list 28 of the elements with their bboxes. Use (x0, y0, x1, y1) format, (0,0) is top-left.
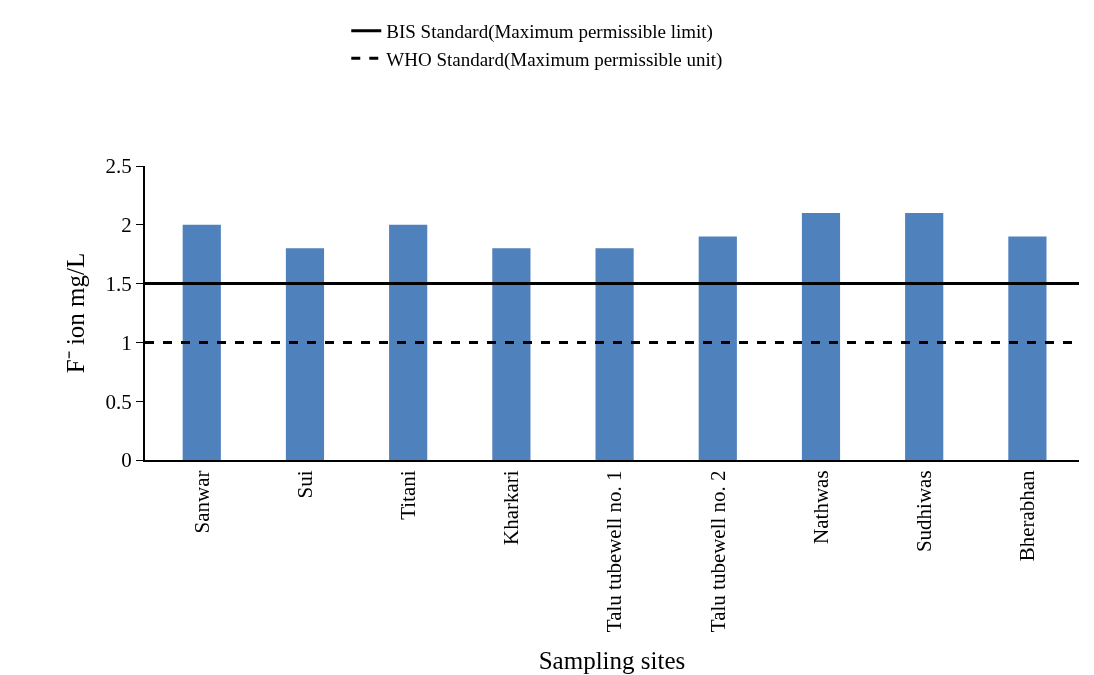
x-tick-label: Sanwar (189, 470, 214, 534)
bar (1008, 236, 1047, 460)
x-tick-label: Kharkari (499, 470, 524, 546)
legend-label: WHO Standard(Maximum permissible unit) (386, 48, 723, 71)
bar (182, 224, 221, 460)
bar (698, 236, 737, 460)
bar (285, 248, 325, 460)
x-tick-label: Sui (292, 470, 317, 499)
bar (905, 213, 944, 460)
legend-label: BIS Standard(Maximum permissible limit) (386, 21, 713, 44)
x-tick-label: Talu tubewell no. 1 (602, 470, 627, 633)
y-tick-label: 0.5 (105, 389, 132, 414)
bar (595, 248, 634, 460)
y-tick-label: 0 (121, 448, 132, 473)
y-tick-label: 2.5 (105, 154, 132, 179)
x-axis-title: Sampling sites (538, 646, 686, 674)
y-axis-title: F⁻ ion mg/L (62, 252, 89, 374)
y-tick-label: 2 (121, 213, 132, 238)
y-tick-label: 1 (121, 330, 132, 355)
x-tick-label: Nathwas (808, 470, 833, 544)
x-tick-label: Titani (396, 470, 420, 520)
bar (389, 224, 428, 460)
bar (492, 248, 531, 460)
x-tick-label: Bherabhan (1015, 469, 1040, 562)
y-tick-label: 1.5 (105, 271, 132, 296)
x-tick-label: Sudhiwas (912, 470, 937, 553)
bar (801, 213, 841, 460)
x-tick-label: Talu tubewell no. 2 (705, 470, 730, 633)
